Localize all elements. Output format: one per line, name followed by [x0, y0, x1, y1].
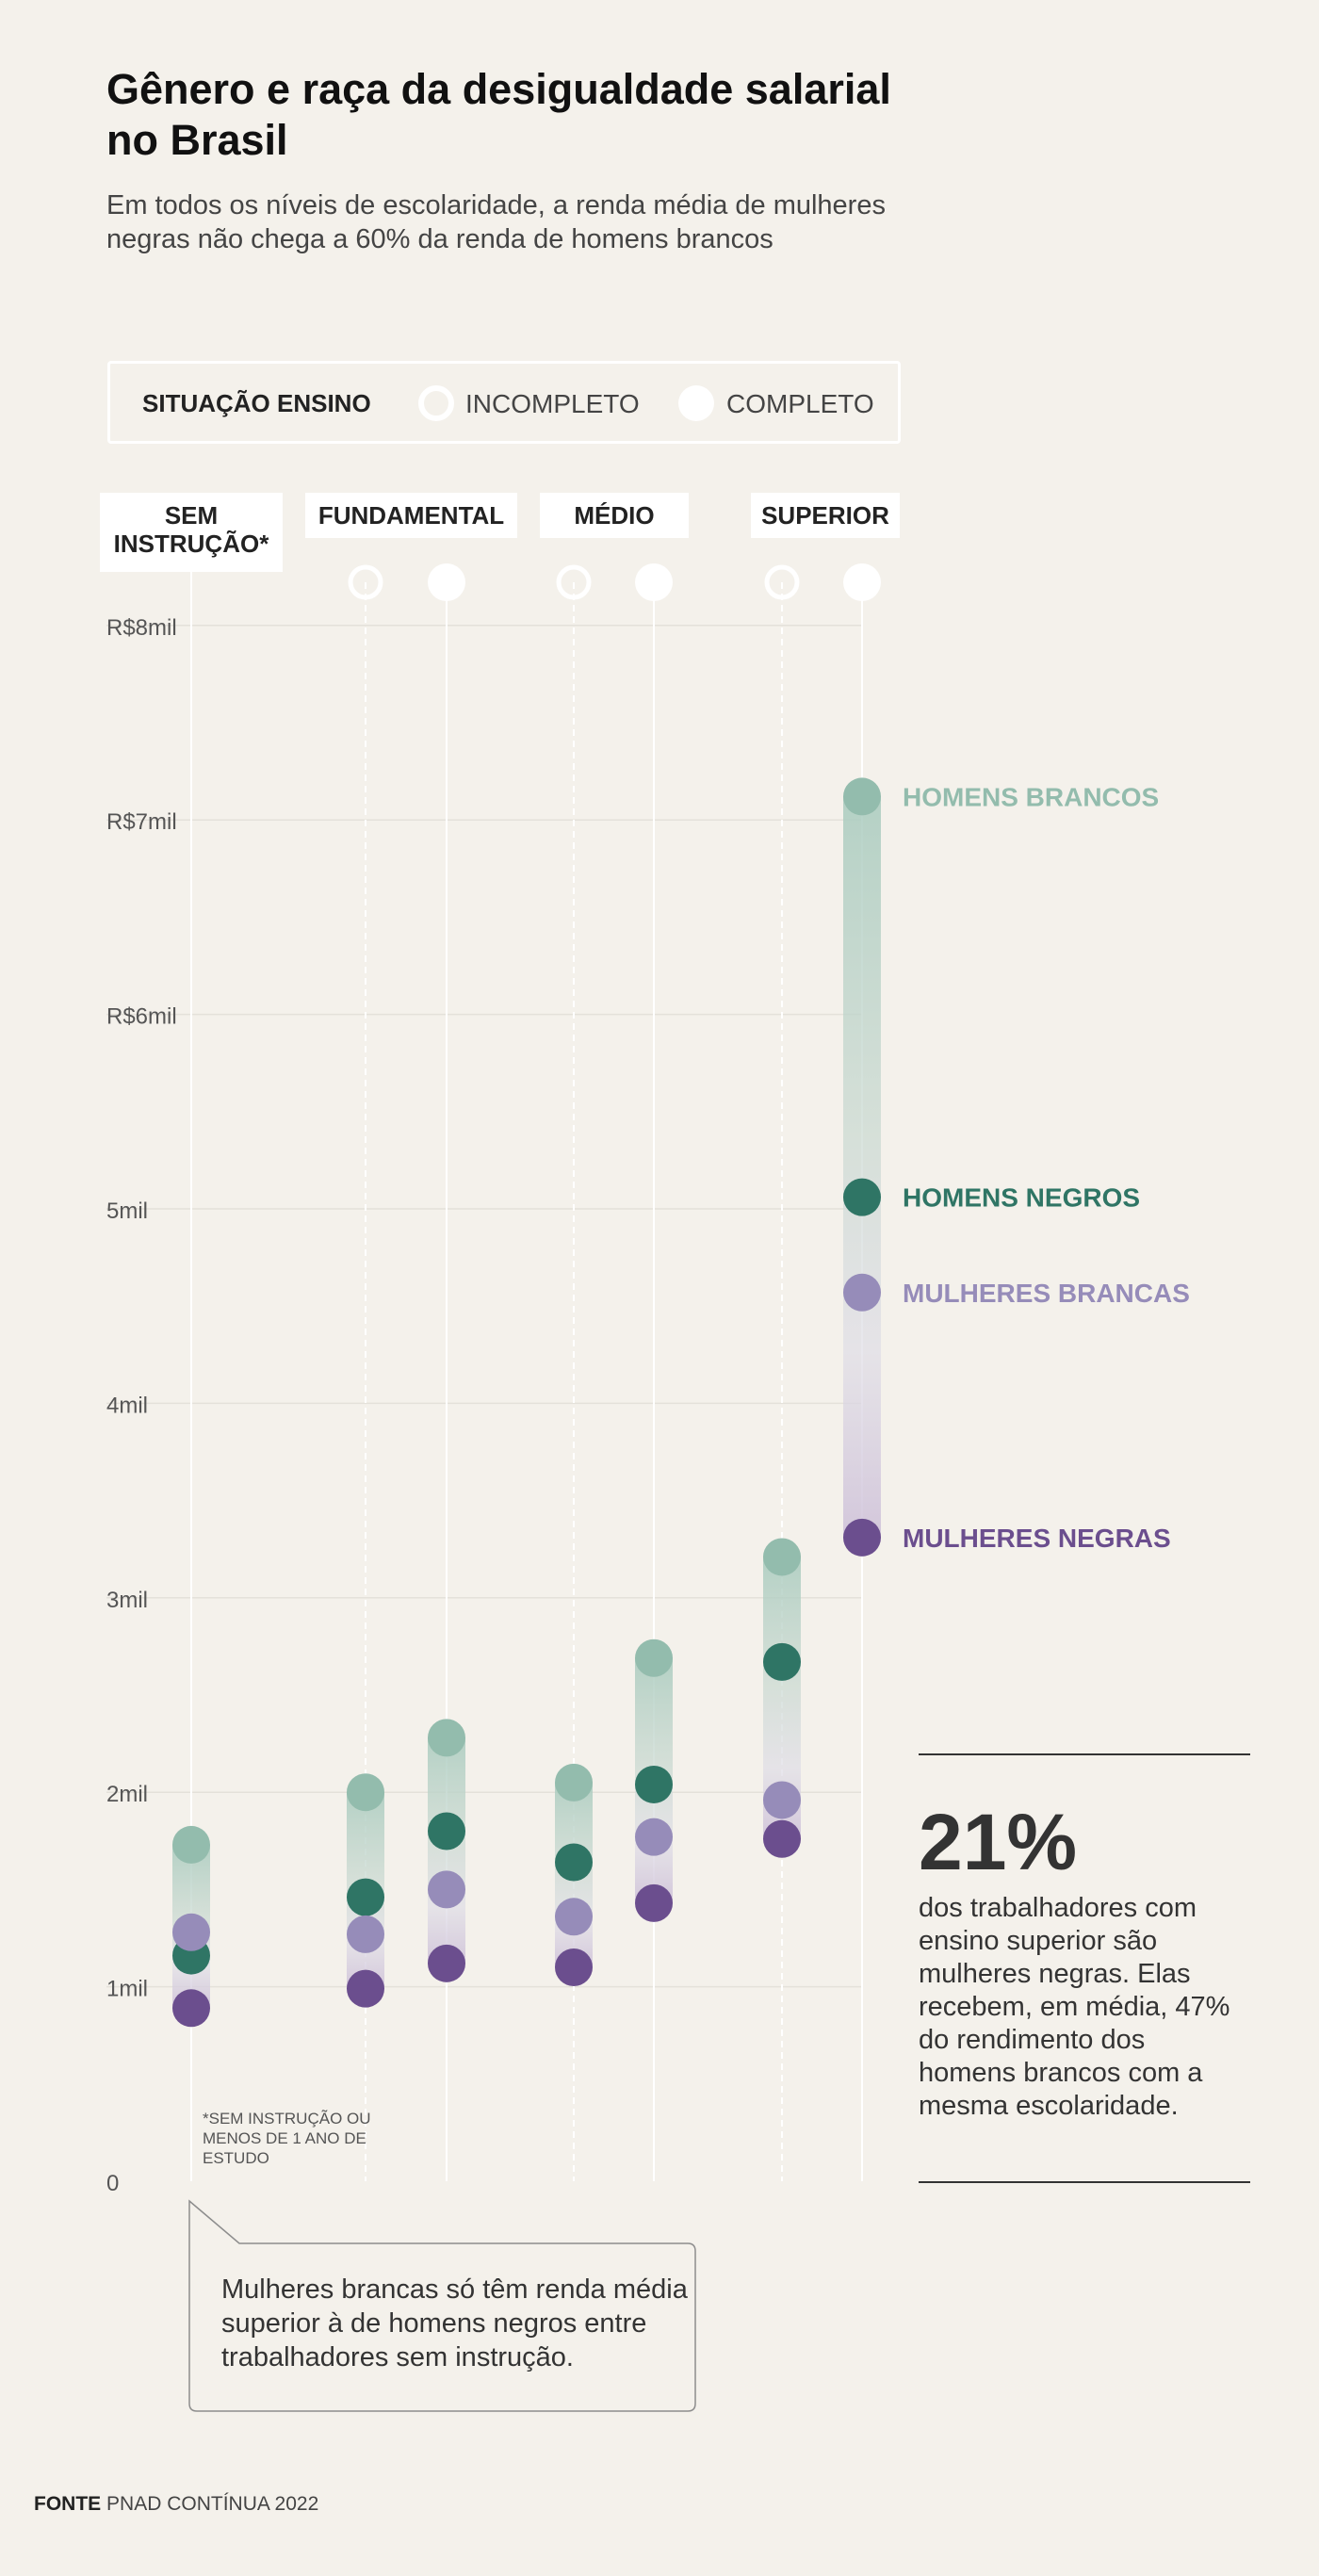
dot-mulheres-negras — [843, 1518, 881, 1557]
dot-homens-brancos — [428, 1719, 465, 1757]
y-tick-label: 2mil — [106, 1782, 148, 1807]
incomplete-marker-icon — [764, 564, 800, 600]
dot-range-chart: 0 1mil 2mil 3mil 4mil 5mil R$6mil R$7mil R$8mil H… — [106, 563, 1190, 2196]
dot-mulheres-negras — [555, 1948, 593, 1986]
category-label-medio: MÉDIO — [540, 493, 689, 538]
source-text: PNAD CONTÍNUA 2022 — [106, 2493, 319, 2515]
legend-box: SITUAÇÃO ENSINO INCOMPLETO COMPLETO — [107, 361, 901, 444]
y-tick-label: R$6mil — [106, 1004, 177, 1030]
dot-mulheres-brancas — [172, 1913, 210, 1951]
dot-mulheres-negras — [763, 1819, 801, 1858]
dot-homens-brancos — [843, 777, 881, 816]
dot-homens-brancos — [172, 1825, 210, 1864]
stat-top-rule — [919, 1753, 1250, 1755]
incomplete-marker-icon — [348, 564, 383, 600]
y-tick-label: R$8mil — [106, 615, 177, 641]
incomplete-ring-icon — [418, 385, 454, 421]
y-tick-label: 0 — [106, 2171, 119, 2196]
complete-dot-icon — [678, 385, 714, 421]
complete-marker-icon — [635, 563, 673, 601]
dot-homens-brancos — [555, 1763, 593, 1802]
dot-mulheres-brancas — [555, 1898, 593, 1936]
complete-marker-icon — [428, 563, 465, 601]
dot-mulheres-negras — [347, 1969, 384, 2008]
source-label: FONTE — [34, 2493, 102, 2515]
range-bar — [428, 1737, 465, 1964]
dot-mulheres-brancas — [763, 1781, 801, 1819]
range-bar — [843, 796, 881, 1538]
series-label-mulheres-brancas: MULHERES BRANCAS — [903, 1279, 1190, 1308]
dot-mulheres-brancas — [635, 1818, 673, 1856]
dot-mulheres-negras — [635, 1883, 673, 1922]
stat-bottom-rule — [919, 2181, 1250, 2183]
dot-homens-negros — [428, 1812, 465, 1850]
legend-title: SITUAÇÃO ENSINO — [142, 389, 371, 417]
category-label-superior: SUPERIOR — [751, 493, 900, 538]
stat-value: 21% — [919, 1798, 1078, 1886]
incomplete-marker-icon — [556, 564, 592, 600]
legend-complete-label: COMPLETO — [726, 389, 874, 418]
dot-homens-negros — [763, 1642, 801, 1681]
dot-homens-negros — [843, 1178, 881, 1216]
dot-mulheres-brancas — [347, 1915, 384, 1953]
dot-homens-brancos — [763, 1538, 801, 1576]
dot-homens-negros — [555, 1843, 593, 1882]
category-label-sem-instrucao: SEM INSTRUÇÃO* — [100, 493, 283, 572]
callout-text: Mulheres brancas só têm renda média supe… — [221, 2274, 688, 2372]
dot-homens-brancos — [635, 1639, 673, 1677]
complete-marker-icon — [843, 563, 881, 601]
category-label-fundamental: FUNDAMENTAL — [305, 493, 517, 538]
dot-mulheres-negras — [172, 1989, 210, 2028]
series-label-mulheres-negras: MULHERES NEGRAS — [903, 1524, 1171, 1553]
dot-homens-negros — [347, 1878, 384, 1916]
series-label-homens-negros: HOMENS NEGROS — [903, 1183, 1140, 1213]
dot-mulheres-negras — [428, 1944, 465, 1982]
y-tick-label: R$7mil — [106, 809, 177, 835]
chart-subtitle: Em todos os níveis de escolaridade, a re… — [106, 190, 886, 254]
stat-text: dos trabalhadores com ensino superior sã… — [919, 1893, 1230, 2121]
y-tick-label: 3mil — [106, 1588, 148, 1613]
series-label-homens-brancos: HOMENS BRANCOS — [903, 782, 1159, 811]
footnote: *sem instrução ou menos de 1 ano de estu… — [203, 2110, 371, 2167]
dot-mulheres-brancas — [843, 1273, 881, 1312]
y-tick-label: 1mil — [106, 1977, 148, 2002]
legend-incomplete-label: INCOMPLETO — [465, 389, 640, 418]
dot-mulheres-brancas — [428, 1870, 465, 1909]
source-credit: FONTE PNAD CONTÍNUA 2022 — [34, 2493, 318, 2516]
y-tick-label: 5mil — [106, 1198, 148, 1224]
chart-title: Gênero e raça da desigualdade salarial n… — [106, 65, 891, 164]
dot-homens-brancos — [347, 1773, 384, 1812]
callout-bubble — [188, 2199, 696, 2412]
dot-homens-negros — [635, 1765, 673, 1803]
y-tick-label: 4mil — [106, 1393, 148, 1418]
